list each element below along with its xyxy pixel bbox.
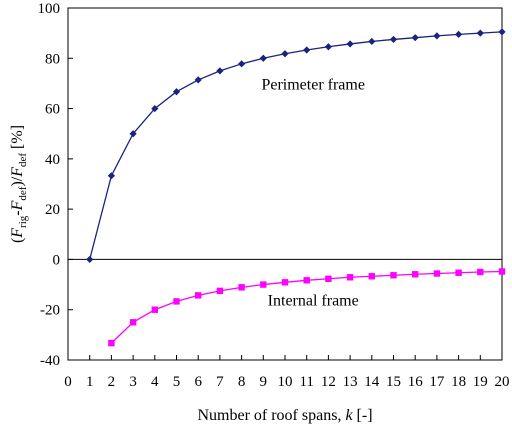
y-tick-label: 40	[45, 152, 60, 168]
data-point	[216, 287, 224, 295]
data-point	[455, 30, 463, 38]
y-axis-ticks: -40 -20 0 20 40 60 80 100	[38, 1, 73, 369]
data-point	[151, 306, 158, 313]
data-point	[281, 50, 289, 58]
y-tick-label: -40	[40, 353, 60, 369]
data-point	[477, 268, 484, 276]
x-tick-label: 9	[260, 374, 268, 390]
data-point	[455, 269, 462, 276]
data-point	[260, 281, 267, 288]
data-point	[498, 268, 506, 275]
data-point	[390, 272, 397, 279]
x-tick-label: 13	[343, 374, 358, 390]
series-1	[86, 28, 506, 264]
data-point	[216, 67, 224, 75]
data-point	[433, 270, 441, 277]
series-layer	[86, 28, 506, 347]
data-point	[412, 271, 419, 278]
series-label-perimeter: Perimeter frame	[261, 76, 365, 93]
data-point	[238, 284, 245, 291]
data-point	[303, 277, 310, 284]
x-tick-label: 16	[408, 374, 424, 390]
data-point	[86, 255, 94, 264]
data-point	[129, 130, 137, 138]
data-point	[389, 35, 398, 44]
y-tick-label: 100	[38, 1, 61, 17]
x-tick-label: 18	[451, 374, 466, 390]
x-tick-label: 5	[173, 374, 181, 390]
data-point	[195, 292, 202, 299]
series-2	[108, 268, 506, 347]
data-point	[129, 319, 137, 326]
x-tick-label: 14	[364, 374, 380, 390]
data-point	[346, 40, 354, 48]
data-point	[324, 43, 332, 51]
series-line	[89, 31, 503, 260]
series-labels: Perimeter frame Internal frame	[261, 76, 365, 309]
x-tick-label: 1	[86, 374, 94, 390]
x-tick-label: 3	[129, 374, 137, 390]
data-point	[303, 46, 311, 54]
data-point	[368, 273, 375, 280]
x-tick-label: 19	[473, 374, 488, 390]
x-tick-label: 15	[386, 374, 401, 390]
y-tick-label: -20	[40, 303, 60, 319]
x-tick-label: 11	[299, 374, 313, 390]
data-point	[411, 34, 419, 42]
x-tick-label: 2	[108, 374, 116, 390]
x-tick-label: 7	[216, 374, 224, 390]
x-tick-label: 17	[429, 374, 445, 390]
data-point	[476, 29, 484, 37]
data-point	[281, 279, 289, 286]
y-tick-label: 60	[45, 102, 60, 118]
data-point	[238, 60, 246, 68]
data-point	[108, 339, 115, 347]
data-point	[107, 172, 115, 180]
x-axis-ticks: 0 1 2 3 4 5 6 7 8 9 10 11 12 13 14 15 16 17 18 19 20	[64, 355, 510, 390]
y-tick-label: 0	[53, 252, 61, 268]
data-point	[173, 298, 180, 305]
data-point	[325, 275, 332, 282]
series-label-internal: Internal frame	[268, 293, 359, 310]
x-tick-label: 12	[321, 374, 336, 390]
data-point	[368, 37, 376, 46]
data-point	[151, 104, 159, 113]
data-point	[194, 76, 202, 84]
x-tick-label: 10	[278, 374, 293, 390]
x-tick-label: 20	[495, 374, 510, 390]
data-point	[498, 28, 506, 36]
data-point	[433, 32, 441, 40]
data-point	[346, 274, 354, 281]
x-tick-label: 0	[64, 374, 72, 390]
y-tick-label: 20	[45, 202, 60, 218]
x-axis-label: Number of roof spans, k [-]	[197, 407, 372, 424]
x-tick-label: 8	[238, 374, 246, 390]
data-point	[259, 54, 267, 62]
x-tick-label: 4	[151, 374, 159, 390]
y-tick-label: 80	[45, 51, 60, 67]
data-point	[172, 88, 181, 96]
y-axis-label: (Frig-Fdef)/Fdef [%]	[9, 125, 29, 243]
x-tick-label: 6	[194, 374, 202, 390]
